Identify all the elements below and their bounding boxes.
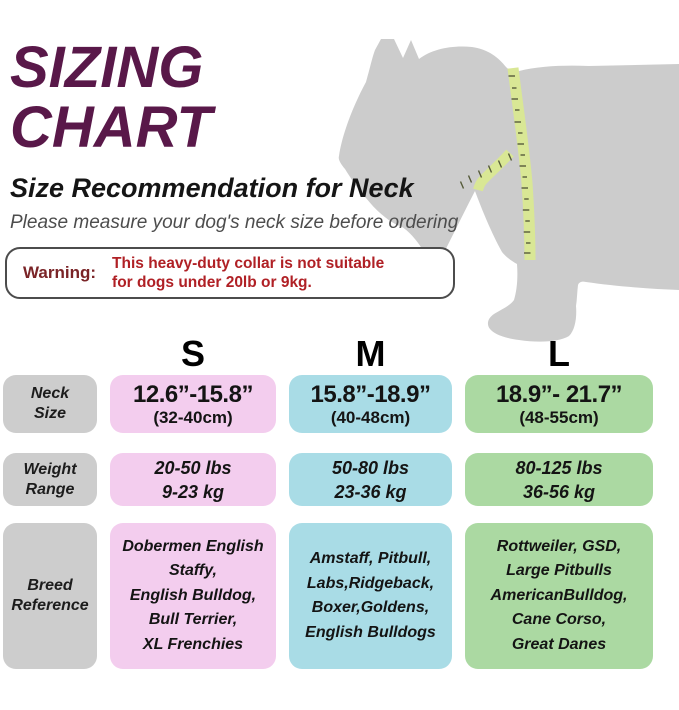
sizing-table: S M L Neck Size 12.6”-15.8” (32-40cm) 15…	[0, 336, 679, 669]
size-header-l: L	[548, 333, 570, 374]
page-title: SIZING CHART	[10, 38, 679, 158]
neck-cm-s: (32-40cm)	[153, 407, 233, 427]
warning-text: This heavy-duty collar is not suitable f…	[112, 255, 385, 291]
weight-s: 20-50 lbs 9-23 kg	[154, 457, 232, 502]
subtitle: Size Recommendation for Neck	[10, 173, 414, 203]
weight-range-label-text: Weight Range	[23, 460, 77, 498]
title-line-2: CHART	[10, 95, 212, 160]
neck-range-l: 18.9”- 21.7”	[495, 380, 623, 408]
warning-box: Warning: This heavy-duty collar is not s…	[5, 247, 455, 299]
breed-reference-label-text: Breed Reference	[11, 577, 89, 614]
title-line-1: SIZING	[10, 35, 204, 100]
weight-range-row-label: Weight Range	[3, 453, 97, 506]
breed-reference-cell-m: Amstaff, Pitbull, Labs,Ridgeback, Boxer,…	[289, 523, 452, 669]
neck-range-m: 15.8”-18.9”	[310, 380, 431, 408]
size-header-m: M	[355, 333, 386, 374]
weight-range-cell-l: 80-125 lbs 36-56 kg	[465, 453, 653, 506]
neck-size-label-text: Neck Size	[30, 385, 70, 422]
neck-size-cell-s: 12.6”-15.8” (32-40cm)	[110, 375, 276, 433]
neck-size-row-label: Neck Size	[3, 375, 97, 433]
neck-cm-m: (40-48cm)	[330, 407, 411, 427]
breed-reference-row-label: Breed Reference	[3, 523, 97, 669]
breeds-m: Amstaff, Pitbull, Labs,Ridgeback, Boxer,…	[305, 550, 436, 641]
breeds-l: Rottweiler, GSD, Large Pitbulls American…	[490, 537, 628, 653]
weight-l: 80-125 lbs 36-56 kg	[515, 457, 603, 502]
weight-range-cell-s: 20-50 lbs 9-23 kg	[110, 453, 276, 506]
neck-range-s: 12.6”-15.8”	[133, 380, 253, 408]
size-header-s: S	[180, 333, 205, 374]
breeds-s: Dobermen English Staffy, English Bulldog…	[122, 537, 264, 653]
dog-silhouette-measuring-tape-icon	[338, 39, 679, 342]
measure-note: Please measure your dog's neck size befo…	[10, 212, 459, 233]
breed-reference-cell-l: Rottweiler, GSD, Large Pitbulls American…	[465, 523, 653, 669]
breed-reference-row: Breed Reference Dobermen English Staffy,…	[3, 523, 679, 669]
size-header-row: S M L	[3, 336, 679, 372]
breed-reference-cell-s: Dobermen English Staffy, English Bulldog…	[110, 523, 276, 669]
neck-size-cell-l: 18.9”- 21.7” (48-55cm)	[465, 375, 653, 433]
weight-range-cell-m: 50-80 lbs 23-36 kg	[289, 453, 452, 506]
weight-m: 50-80 lbs 23-36 kg	[331, 457, 410, 502]
weight-range-row: Weight Range 20-50 lbs 9-23 kg 50-80 lbs…	[3, 453, 679, 506]
neck-size-row: Neck Size 12.6”-15.8” (32-40cm) 15.8”-18…	[3, 375, 679, 433]
neck-cm-l: (48-55cm)	[519, 407, 599, 427]
warning-label: Warning:	[23, 263, 97, 282]
neck-size-cell-m: 15.8”-18.9” (40-48cm)	[289, 375, 452, 433]
